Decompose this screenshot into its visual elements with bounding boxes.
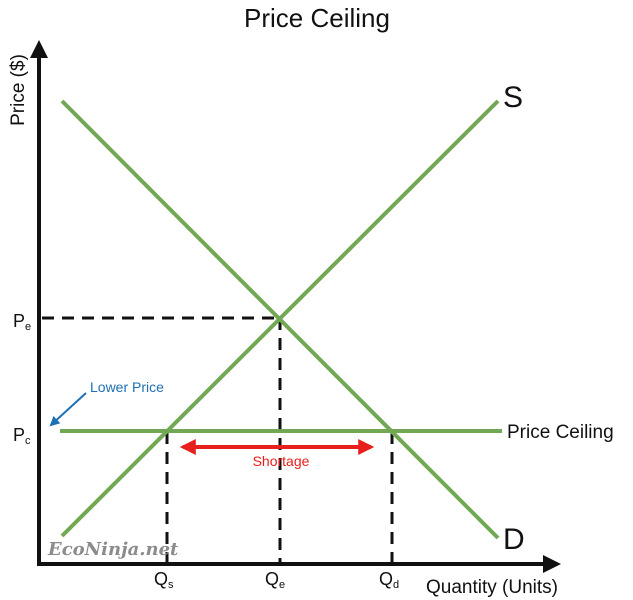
- x-axis-label: Quantity (Units): [426, 577, 558, 598]
- y-axis: [30, 40, 48, 566]
- y-axis-label: Price ($): [8, 54, 29, 126]
- tick-q-equilibrium: Qe: [265, 569, 285, 591]
- price-ceiling-label: Price Ceiling: [507, 422, 614, 443]
- tick-q-demanded: Qd: [379, 569, 399, 591]
- tick-q-supplied: Qs: [154, 569, 174, 591]
- supply-label: S: [503, 81, 523, 114]
- diagram-title: Price Ceiling: [244, 3, 390, 33]
- tick-p-ceiling: Pc: [13, 425, 31, 447]
- x-axis: [37, 555, 561, 573]
- lower-price-label: Lower Price: [90, 379, 164, 395]
- demand-curve: [60, 99, 500, 540]
- lower-price-arrow: [49, 392, 87, 427]
- tick-p-equilibrium: Pe: [13, 311, 31, 333]
- econinja-watermark: EcoNinja.net: [47, 539, 179, 560]
- demand-label: D: [503, 523, 525, 556]
- shortage-label: Shortage: [253, 453, 310, 469]
- ceiling-quantity-guides: [165, 432, 394, 562]
